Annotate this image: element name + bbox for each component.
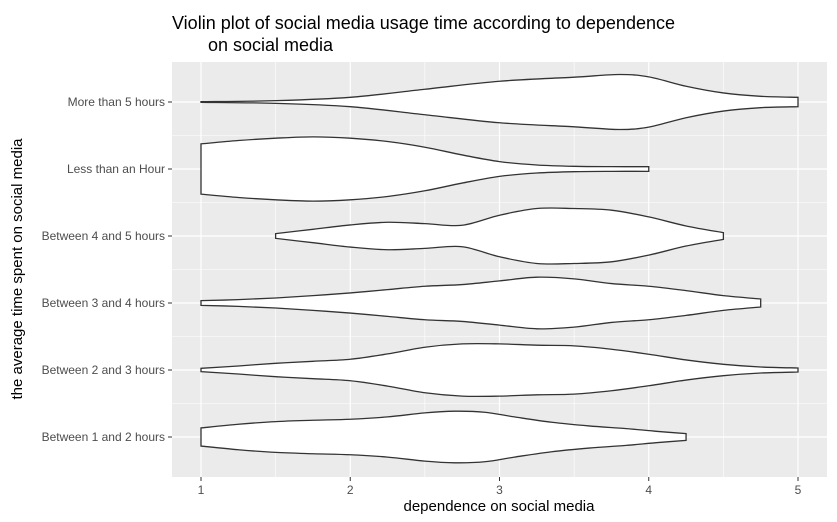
chart-title-line-2: on social media [208,35,334,55]
y-tick-label: Less than an Hour [67,162,165,176]
y-tick-label: Between 2 and 3 hours [42,363,165,377]
y-tick-label: More than 5 hours [68,95,165,109]
x-axis-title: dependence on social media [404,498,596,515]
x-tick-label: 5 [795,483,802,497]
x-tick-label: 1 [198,483,205,497]
x-tick-label: 4 [645,483,652,497]
x-tick-label: 2 [347,483,354,497]
y-tick-label: Between 4 and 5 hours [42,229,165,243]
x-tick-label: 3 [496,483,503,497]
y-tick-label: Between 1 and 2 hours [42,430,165,444]
y-axis: Between 1 and 2 hours Between 2 and 3 hou… [42,95,172,444]
x-axis: 1 2 3 4 5 [198,477,802,497]
y-axis-title: the average time spent on social media [9,138,26,400]
y-tick-label: Between 3 and 4 hours [42,296,165,310]
chart-title-line-1: Violin plot of social media usage time a… [172,13,675,33]
